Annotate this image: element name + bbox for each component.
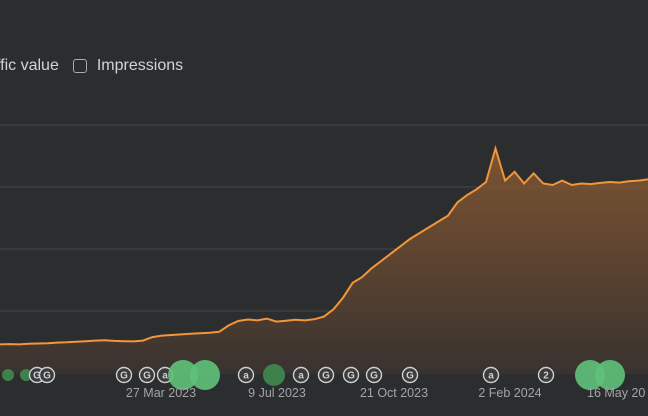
event-marker-letter: G bbox=[322, 371, 330, 382]
event-marker-green-large[interactable] bbox=[190, 360, 220, 390]
event-marker-G[interactable]: G bbox=[365, 366, 383, 384]
event-marker-letter: G bbox=[347, 371, 355, 382]
x-tick-label: 21 Oct 2023 bbox=[360, 386, 428, 400]
event-marker-green[interactable] bbox=[263, 364, 285, 386]
event-marker-letter: G bbox=[406, 371, 414, 382]
event-marker-G[interactable]: G bbox=[115, 366, 133, 384]
event-marker-letter: G bbox=[143, 371, 151, 382]
impressions-label[interactable]: Impressions bbox=[96, 57, 184, 74]
event-marker-letter: G bbox=[370, 371, 378, 382]
impressions-toggle[interactable]: Impressions bbox=[72, 57, 184, 75]
event-marker-G[interactable]: G bbox=[401, 366, 419, 384]
event-marker-letter: G bbox=[33, 371, 41, 382]
x-axis-ticks: 27 Mar 2023 9 Jul 2023 21 Oct 2023 2 Feb 20… bbox=[126, 386, 646, 400]
event-marker-G[interactable]: G bbox=[342, 366, 360, 384]
traffic-area bbox=[0, 148, 648, 374]
traffic-line bbox=[0, 144, 648, 346]
event-marker-green-large[interactable] bbox=[595, 360, 625, 390]
event-marker-G[interactable]: G bbox=[38, 366, 56, 384]
impressions-checkbox[interactable] bbox=[72, 59, 87, 73]
x-tick-label: 16 May 20 bbox=[587, 386, 645, 400]
event-marker-green-large[interactable] bbox=[168, 360, 198, 390]
event-marker-letter: G bbox=[120, 371, 128, 382]
traffic-value-legend-label[interactable]: ffic value bbox=[0, 57, 59, 74]
event-marker-green[interactable] bbox=[20, 369, 32, 381]
event-marker-a[interactable]: a bbox=[237, 366, 255, 384]
event-marker-letter: 2 bbox=[543, 371, 549, 382]
event-marker-letter: G bbox=[43, 371, 51, 382]
chart-legend: ffic value Impressions bbox=[0, 54, 183, 78]
event-marker-a[interactable]: a bbox=[482, 366, 500, 384]
event-marker-G[interactable]: G bbox=[138, 366, 156, 384]
event-marker-2[interactable]: 2 bbox=[537, 366, 555, 384]
event-marker-letter: a bbox=[298, 371, 304, 382]
x-tick-label: 2 Feb 2024 bbox=[478, 386, 541, 400]
event-marker-a[interactable]: a bbox=[292, 366, 310, 384]
x-tick-label: 27 Mar 2023 bbox=[126, 386, 196, 400]
event-marker-G[interactable]: G bbox=[317, 366, 335, 384]
event-marker-green[interactable] bbox=[2, 369, 14, 381]
event-marker-letter: a bbox=[162, 371, 168, 382]
x-tick-label: 9 Jul 2023 bbox=[248, 386, 306, 400]
event-marker-letter: a bbox=[488, 371, 494, 382]
event-marker-letter: a bbox=[243, 371, 249, 382]
